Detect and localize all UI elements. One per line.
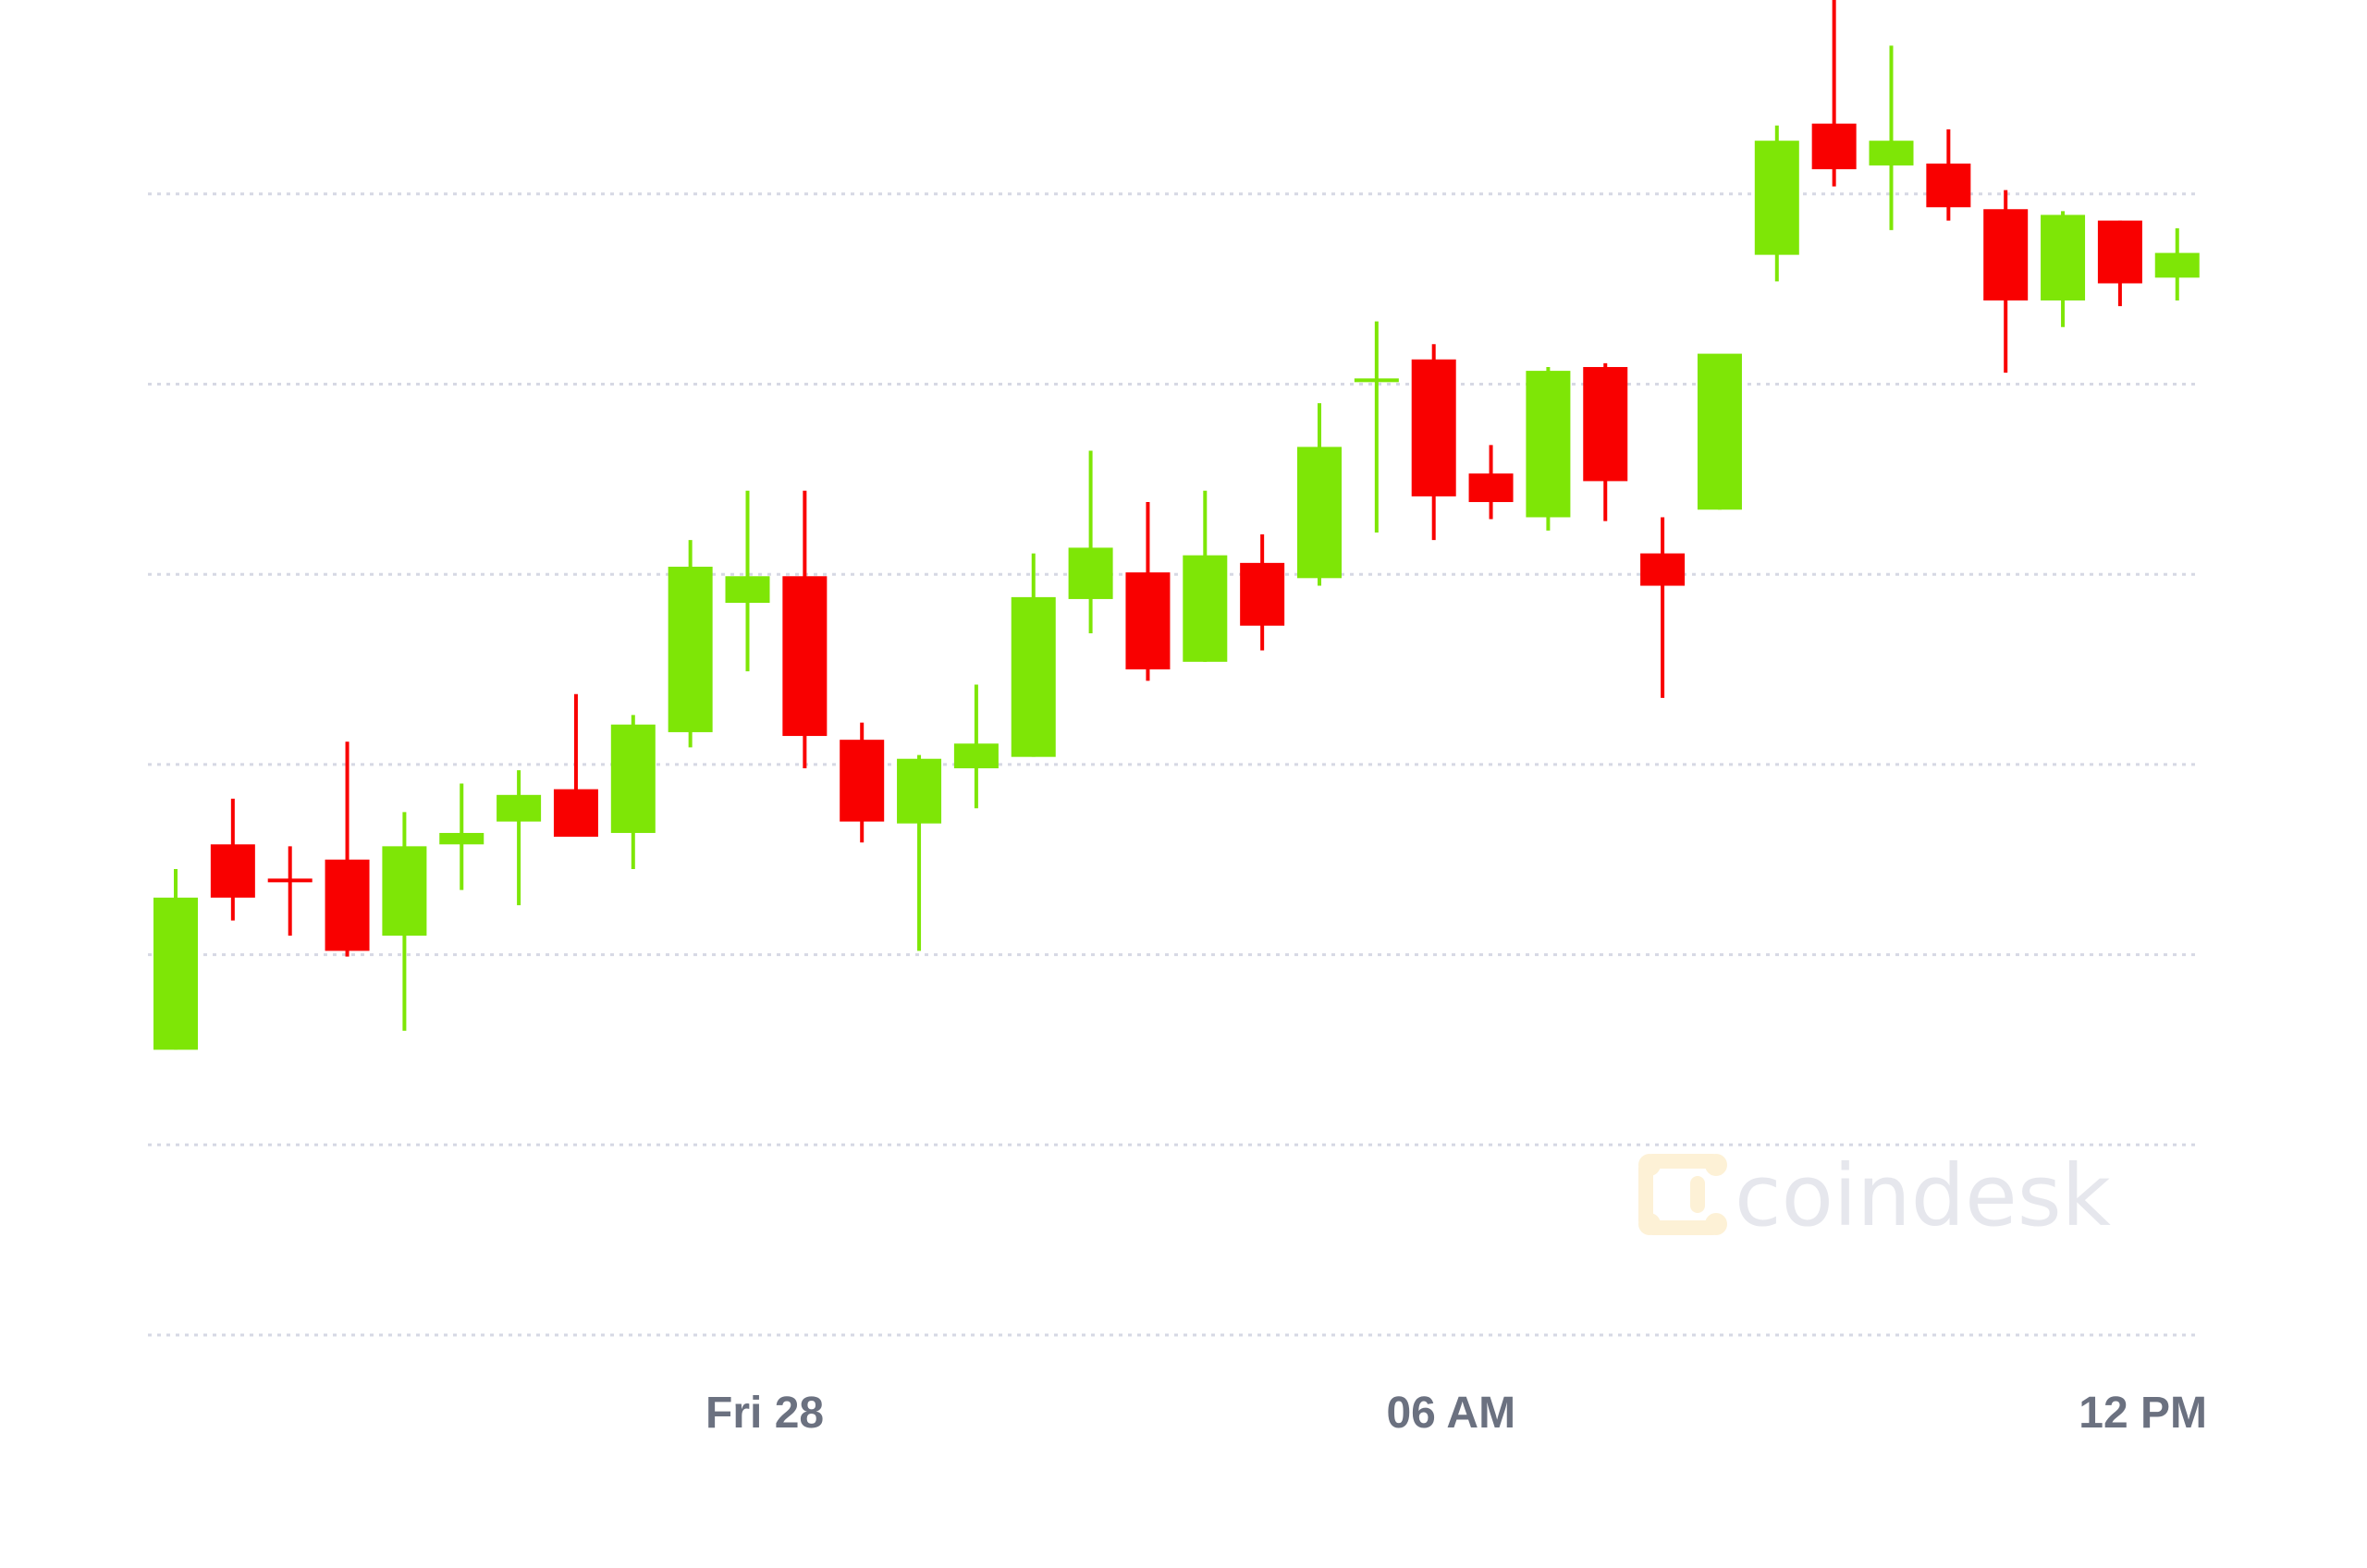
- candle-body: [267, 878, 313, 883]
- candle-body: [1240, 562, 1285, 626]
- candle-c18: [1125, 502, 1171, 681]
- candle-body: [782, 576, 828, 737]
- candle-body: [668, 566, 713, 732]
- candle-body: [610, 724, 656, 833]
- candle-body: [439, 832, 484, 845]
- coindesk-watermark: coindesk: [1638, 1146, 2112, 1245]
- candle-body: [1697, 353, 1742, 510]
- candle-c14: [897, 754, 942, 951]
- x-tick-label: 12 PM: [2079, 1389, 2207, 1438]
- candle-body: [840, 740, 885, 822]
- candle-body: [1411, 359, 1456, 496]
- candle-c17: [1068, 450, 1113, 633]
- candle-body: [1011, 596, 1056, 757]
- candle-c34: [2041, 211, 2086, 327]
- candle-body: [2041, 214, 2086, 300]
- candle-c30: [1811, 0, 1857, 187]
- candle-c36: [2154, 227, 2200, 300]
- watermark-text: coindesk: [1735, 1146, 2112, 1245]
- candle-c27: [1640, 517, 1686, 698]
- candle-c07: [497, 770, 542, 906]
- candle-body: [1754, 141, 1799, 255]
- candle-body: [382, 846, 427, 937]
- candle-c09: [610, 715, 656, 870]
- candle-body: [2154, 252, 2200, 278]
- candle-c11: [725, 490, 770, 672]
- candle-c28: [1697, 353, 1742, 510]
- candle-c02: [210, 798, 255, 921]
- candle-body: [325, 859, 370, 951]
- x-tick-label: 06 AM: [1386, 1389, 1515, 1438]
- candle-c26: [1583, 362, 1628, 521]
- x-tick-label: Fri 28: [705, 1389, 824, 1438]
- candle-body: [553, 789, 598, 838]
- candle-c15: [953, 684, 999, 809]
- candle-c04: [325, 741, 370, 957]
- candle-c05: [382, 812, 427, 1031]
- candle-c03: [267, 846, 313, 937]
- candle-body: [1869, 141, 1914, 165]
- candle-body: [1526, 371, 1571, 518]
- candle-body: [210, 844, 255, 898]
- candle-body: [1811, 123, 1857, 170]
- candle-body: [1983, 209, 2029, 300]
- candle-c22: [1354, 321, 1399, 533]
- candle-c35: [2097, 220, 2142, 307]
- candle-c24: [1468, 445, 1514, 520]
- candle-c19: [1183, 490, 1228, 662]
- candle-c29: [1754, 125, 1799, 282]
- candles: [153, 0, 2200, 1050]
- x-axis: Fri 28 06 AM 12 PM: [705, 1389, 2207, 1438]
- candle-body: [497, 794, 542, 822]
- candle-c21: [1297, 403, 1342, 586]
- candle-body: [953, 743, 999, 769]
- candle-c33: [1983, 190, 2029, 374]
- candle-c23: [1411, 344, 1456, 541]
- candle-c08: [553, 693, 598, 838]
- candle-c10: [668, 540, 713, 748]
- candle-body: [1354, 378, 1399, 383]
- candle-body: [725, 576, 770, 604]
- candle-c13: [840, 722, 885, 843]
- candle-c25: [1526, 366, 1571, 531]
- coindesk-logo-icon: [1638, 1154, 1727, 1235]
- candle-body: [1297, 447, 1342, 579]
- candle-body: [1926, 163, 1971, 208]
- candle-body: [1068, 547, 1113, 599]
- candle-c01: [153, 869, 198, 1050]
- candle-body: [897, 758, 942, 824]
- candle-c16: [1011, 553, 1056, 757]
- candle-c31: [1869, 45, 1914, 230]
- candle-c06: [439, 783, 484, 890]
- candle-body: [1125, 572, 1171, 670]
- candle-body: [153, 897, 198, 1050]
- candle-body: [1640, 553, 1686, 586]
- candle-c32: [1926, 129, 1971, 221]
- candle-body: [1583, 366, 1628, 482]
- candle-body: [2097, 220, 2142, 284]
- candle-body: [1183, 555, 1228, 662]
- candle-body: [1468, 473, 1514, 503]
- candle-c20: [1240, 534, 1285, 651]
- candle-c12: [782, 490, 828, 769]
